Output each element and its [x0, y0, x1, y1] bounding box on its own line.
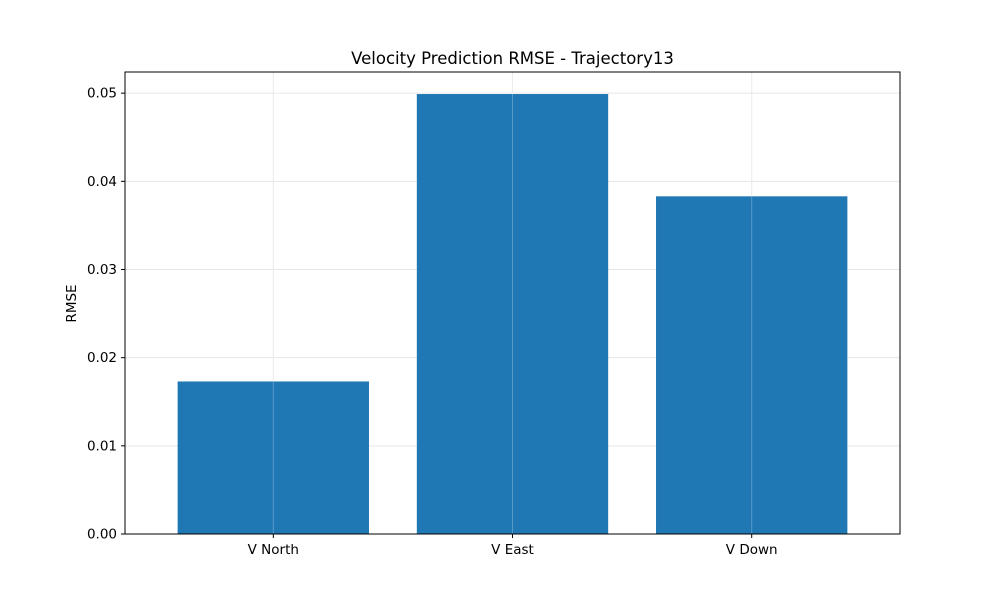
bar-v-down	[656, 196, 848, 535]
chart-title: Velocity Prediction RMSE - Trajectory13	[351, 49, 674, 68]
y-tick-label: 0.04	[87, 174, 117, 190]
y-tick-label: 0.00	[87, 527, 117, 543]
y-tick-label: 0.03	[87, 262, 117, 278]
grid-lines-overlay	[272, 72, 753, 534]
y-tick-label: 0.01	[87, 438, 117, 454]
x-tick-label: V North	[248, 542, 299, 558]
bar-v-north	[177, 381, 369, 534]
y-axis-label: RMSE	[64, 284, 80, 322]
x-axis-ticks: V North V East V Down	[248, 534, 778, 558]
y-tick-label: 0.02	[87, 350, 117, 366]
bar-v-east	[416, 94, 609, 534]
bars	[177, 94, 848, 535]
y-tick-label: 0.05	[87, 86, 117, 102]
y-axis-ticks: 0.00 0.01 0.02 0.03 0.04 0.05	[87, 86, 125, 543]
x-tick-label: V East	[491, 542, 534, 558]
x-tick-label: V Down	[726, 542, 778, 558]
